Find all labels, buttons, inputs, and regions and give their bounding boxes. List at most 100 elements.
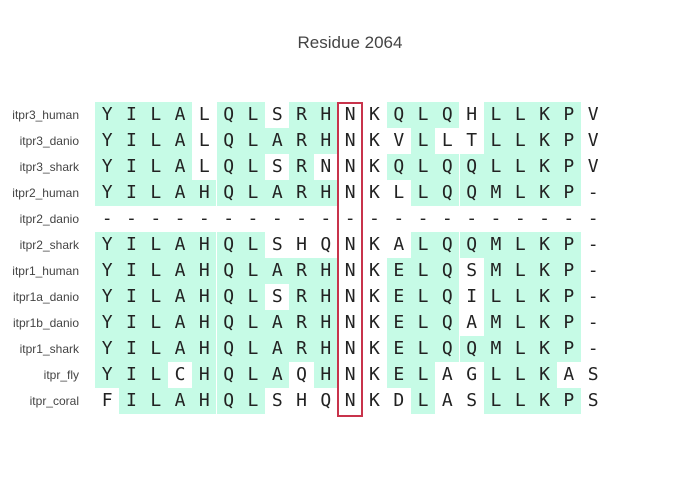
residue-cell: K — [532, 180, 557, 206]
residue-cell: - — [539, 208, 550, 229]
residue-cell: L — [508, 232, 533, 258]
residue-cell: I — [119, 388, 144, 414]
residue-cell: R — [289, 102, 314, 128]
residue-cell: I — [119, 154, 144, 180]
residue-cell: I — [119, 180, 144, 206]
residue-cell: S — [587, 364, 599, 385]
residue-cell: M — [483, 336, 509, 362]
residue-cell: N — [344, 260, 356, 281]
residue-cell: - — [126, 208, 137, 229]
residue-cell: T — [466, 130, 478, 151]
residue-cell: K — [532, 232, 557, 258]
residue-cell: R — [289, 154, 314, 180]
residue-cell: A — [167, 154, 193, 180]
residue-cell: K — [532, 154, 557, 180]
residue-cell: Y — [95, 128, 120, 154]
residue-cell: A — [265, 180, 290, 206]
residue-cell: - — [393, 208, 405, 229]
residue-cell: N — [344, 130, 356, 151]
residue-cell: K — [369, 130, 380, 151]
residue-cell: S — [587, 390, 599, 411]
residue-cell: E — [386, 336, 411, 362]
residue-cell: Q — [320, 390, 332, 411]
residue-cell: A — [265, 362, 290, 388]
residue-cell: S — [271, 286, 283, 307]
residue-cell: Q — [435, 180, 460, 206]
residue-cell: H — [313, 284, 338, 310]
residue-cell: Q — [216, 258, 241, 284]
residue-cell: N — [344, 156, 356, 177]
residue-cell: L — [508, 362, 533, 388]
residue-cell: H — [313, 336, 338, 362]
residue-cell: K — [369, 364, 380, 385]
residue-cell: L — [410, 362, 436, 388]
residue-cell: L — [240, 362, 266, 388]
residue-cell: K — [369, 234, 380, 255]
residue-cell: S — [466, 260, 478, 281]
residue-cell: I — [119, 102, 144, 128]
residue-cell: P — [556, 284, 581, 310]
residue-cell: A — [441, 364, 453, 385]
residue-cell: L — [508, 284, 533, 310]
residue-cell: Q — [216, 336, 241, 362]
residue-cell: - — [198, 208, 210, 229]
residue-cell: L — [508, 310, 533, 336]
residue-cell: L — [240, 310, 266, 336]
residue-cell: Q — [216, 310, 241, 336]
sequence-label: itpr1b_danio — [12, 316, 79, 330]
residue-cell: L — [240, 258, 266, 284]
residue-cell: L — [240, 154, 266, 180]
residue-cell: - — [101, 208, 113, 229]
residue-cell: N — [344, 234, 356, 255]
sequence-label: itpr_fly — [43, 368, 79, 382]
residue-cell: - — [417, 208, 429, 229]
residue-cell: S — [271, 390, 283, 411]
residue-cell: - — [587, 312, 599, 333]
residue-cell: L — [143, 258, 168, 284]
residue-cell: V — [587, 104, 599, 125]
residue-cell: V — [587, 130, 599, 151]
residue-cell: K — [532, 388, 557, 414]
residue-cell: A — [265, 310, 290, 336]
residue-cell: G — [466, 364, 478, 385]
sequence-label: itpr1a_danio — [12, 290, 79, 304]
residue-cell: L — [393, 182, 405, 203]
residue-cell: R — [289, 310, 314, 336]
residue-cell: K — [532, 336, 557, 362]
residue-cell: Q — [296, 364, 307, 385]
residue-cell: I — [466, 286, 478, 307]
residue-cell: H — [313, 258, 338, 284]
residue-cell: L — [410, 388, 436, 414]
residue-cell: Q — [216, 362, 241, 388]
residue-cell: L — [508, 388, 533, 414]
residue-cell: M — [483, 180, 509, 206]
residue-cell: Y — [95, 336, 120, 362]
residue-cell: Q — [216, 284, 241, 310]
residue-cell: L — [483, 388, 509, 414]
residue-cell: Q — [459, 232, 484, 258]
residue-cell: H — [192, 232, 217, 258]
residue-cell: Q — [435, 284, 460, 310]
residue-cell: N — [344, 338, 356, 359]
sequence-label: itpr3_human — [12, 108, 79, 122]
residue-cell: I — [119, 336, 144, 362]
residue-cell: L — [240, 102, 266, 128]
residue-cell: N — [344, 286, 356, 307]
residue-cell: A — [167, 336, 193, 362]
residue-cell: Y — [95, 102, 120, 128]
residue-cell: P — [556, 180, 581, 206]
residue-cell: - — [296, 208, 307, 229]
residue-cell: K — [532, 102, 557, 128]
residue-cell: H — [313, 362, 338, 388]
residue-cell: H — [192, 310, 217, 336]
residue-cell: S — [271, 104, 283, 125]
residue-cell: Q — [216, 232, 241, 258]
residue-cell: L — [410, 310, 436, 336]
residue-cell: L — [143, 154, 168, 180]
residue-cell: A — [466, 312, 478, 333]
residue-cell: K — [369, 312, 380, 333]
residue-cell: L — [143, 102, 168, 128]
residue-cell: - — [441, 208, 453, 229]
residue-cell: A — [167, 310, 193, 336]
residue-cell: L — [410, 102, 436, 128]
